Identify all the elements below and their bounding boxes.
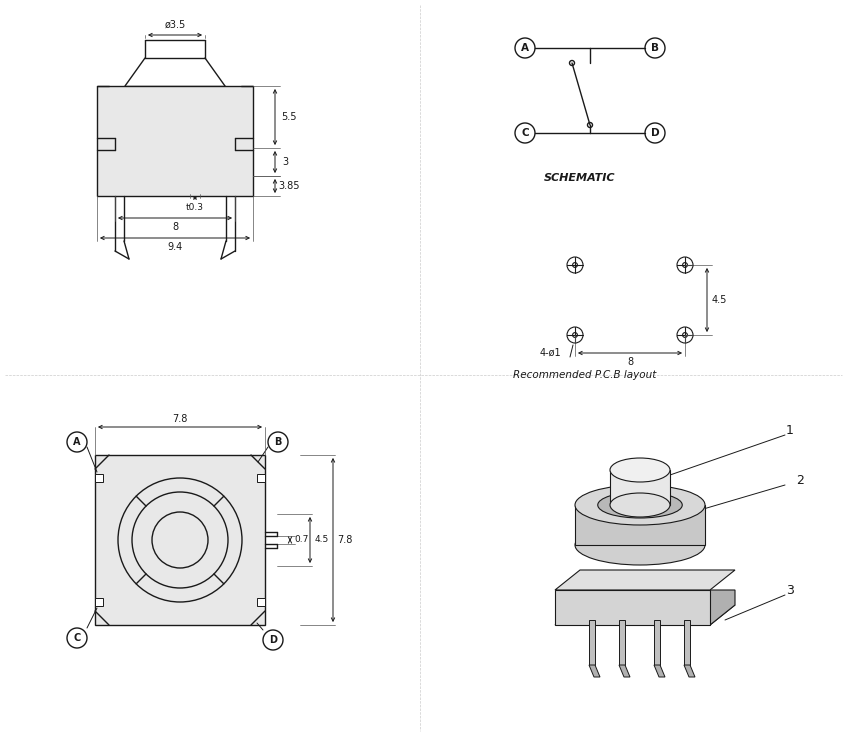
Polygon shape (619, 620, 625, 665)
Text: 3: 3 (282, 157, 288, 167)
Text: 3: 3 (786, 584, 794, 596)
Bar (97, 86, 253, 196)
Bar (95, 474, 103, 482)
Polygon shape (575, 505, 705, 545)
Text: ø3.5: ø3.5 (164, 20, 185, 30)
Circle shape (515, 38, 535, 58)
Text: 9.4: 9.4 (168, 242, 183, 252)
Text: 8: 8 (172, 222, 178, 232)
Ellipse shape (598, 492, 682, 518)
Ellipse shape (575, 525, 705, 565)
Polygon shape (654, 620, 660, 665)
Text: D: D (650, 128, 659, 138)
Bar (95, 455, 265, 625)
Polygon shape (684, 620, 690, 665)
Polygon shape (710, 590, 735, 625)
Bar (257, 474, 265, 482)
Text: A: A (73, 437, 80, 447)
Bar (95, 598, 103, 606)
Circle shape (645, 123, 665, 143)
Circle shape (645, 38, 665, 58)
Text: 7.8: 7.8 (337, 535, 352, 545)
Text: D: D (269, 635, 277, 645)
Ellipse shape (575, 485, 705, 525)
Text: 5.5: 5.5 (281, 112, 296, 122)
Text: Recommended P.C.B layout: Recommended P.C.B layout (513, 370, 656, 380)
Text: 1: 1 (786, 423, 794, 436)
Text: 7.8: 7.8 (172, 414, 188, 424)
Polygon shape (555, 570, 735, 590)
Circle shape (515, 123, 535, 143)
Text: C: C (74, 633, 80, 643)
Ellipse shape (610, 493, 670, 517)
Text: B: B (274, 437, 282, 447)
Text: SCHEMATIC: SCHEMATIC (545, 173, 616, 183)
Text: 3.85: 3.85 (279, 181, 300, 191)
Circle shape (67, 432, 87, 452)
Circle shape (569, 60, 574, 66)
Bar (257, 598, 265, 606)
Polygon shape (654, 665, 665, 677)
Polygon shape (589, 665, 600, 677)
Circle shape (268, 432, 288, 452)
Text: 2: 2 (796, 473, 804, 486)
Polygon shape (555, 605, 735, 625)
Polygon shape (589, 620, 595, 665)
Text: 4-ø1: 4-ø1 (540, 348, 561, 358)
Text: 8: 8 (627, 357, 633, 367)
Ellipse shape (610, 458, 670, 482)
Text: 4.5: 4.5 (315, 536, 329, 545)
Circle shape (67, 628, 87, 648)
Text: 4.5: 4.5 (711, 295, 727, 305)
Text: B: B (651, 43, 659, 53)
Polygon shape (555, 590, 710, 625)
Circle shape (588, 122, 593, 127)
Text: 0.7: 0.7 (295, 536, 309, 545)
Polygon shape (619, 665, 630, 677)
Text: t0.3: t0.3 (186, 203, 204, 213)
Text: C: C (521, 128, 529, 138)
Polygon shape (610, 470, 670, 505)
Circle shape (263, 630, 283, 650)
Text: A: A (521, 43, 529, 53)
Polygon shape (684, 665, 695, 677)
